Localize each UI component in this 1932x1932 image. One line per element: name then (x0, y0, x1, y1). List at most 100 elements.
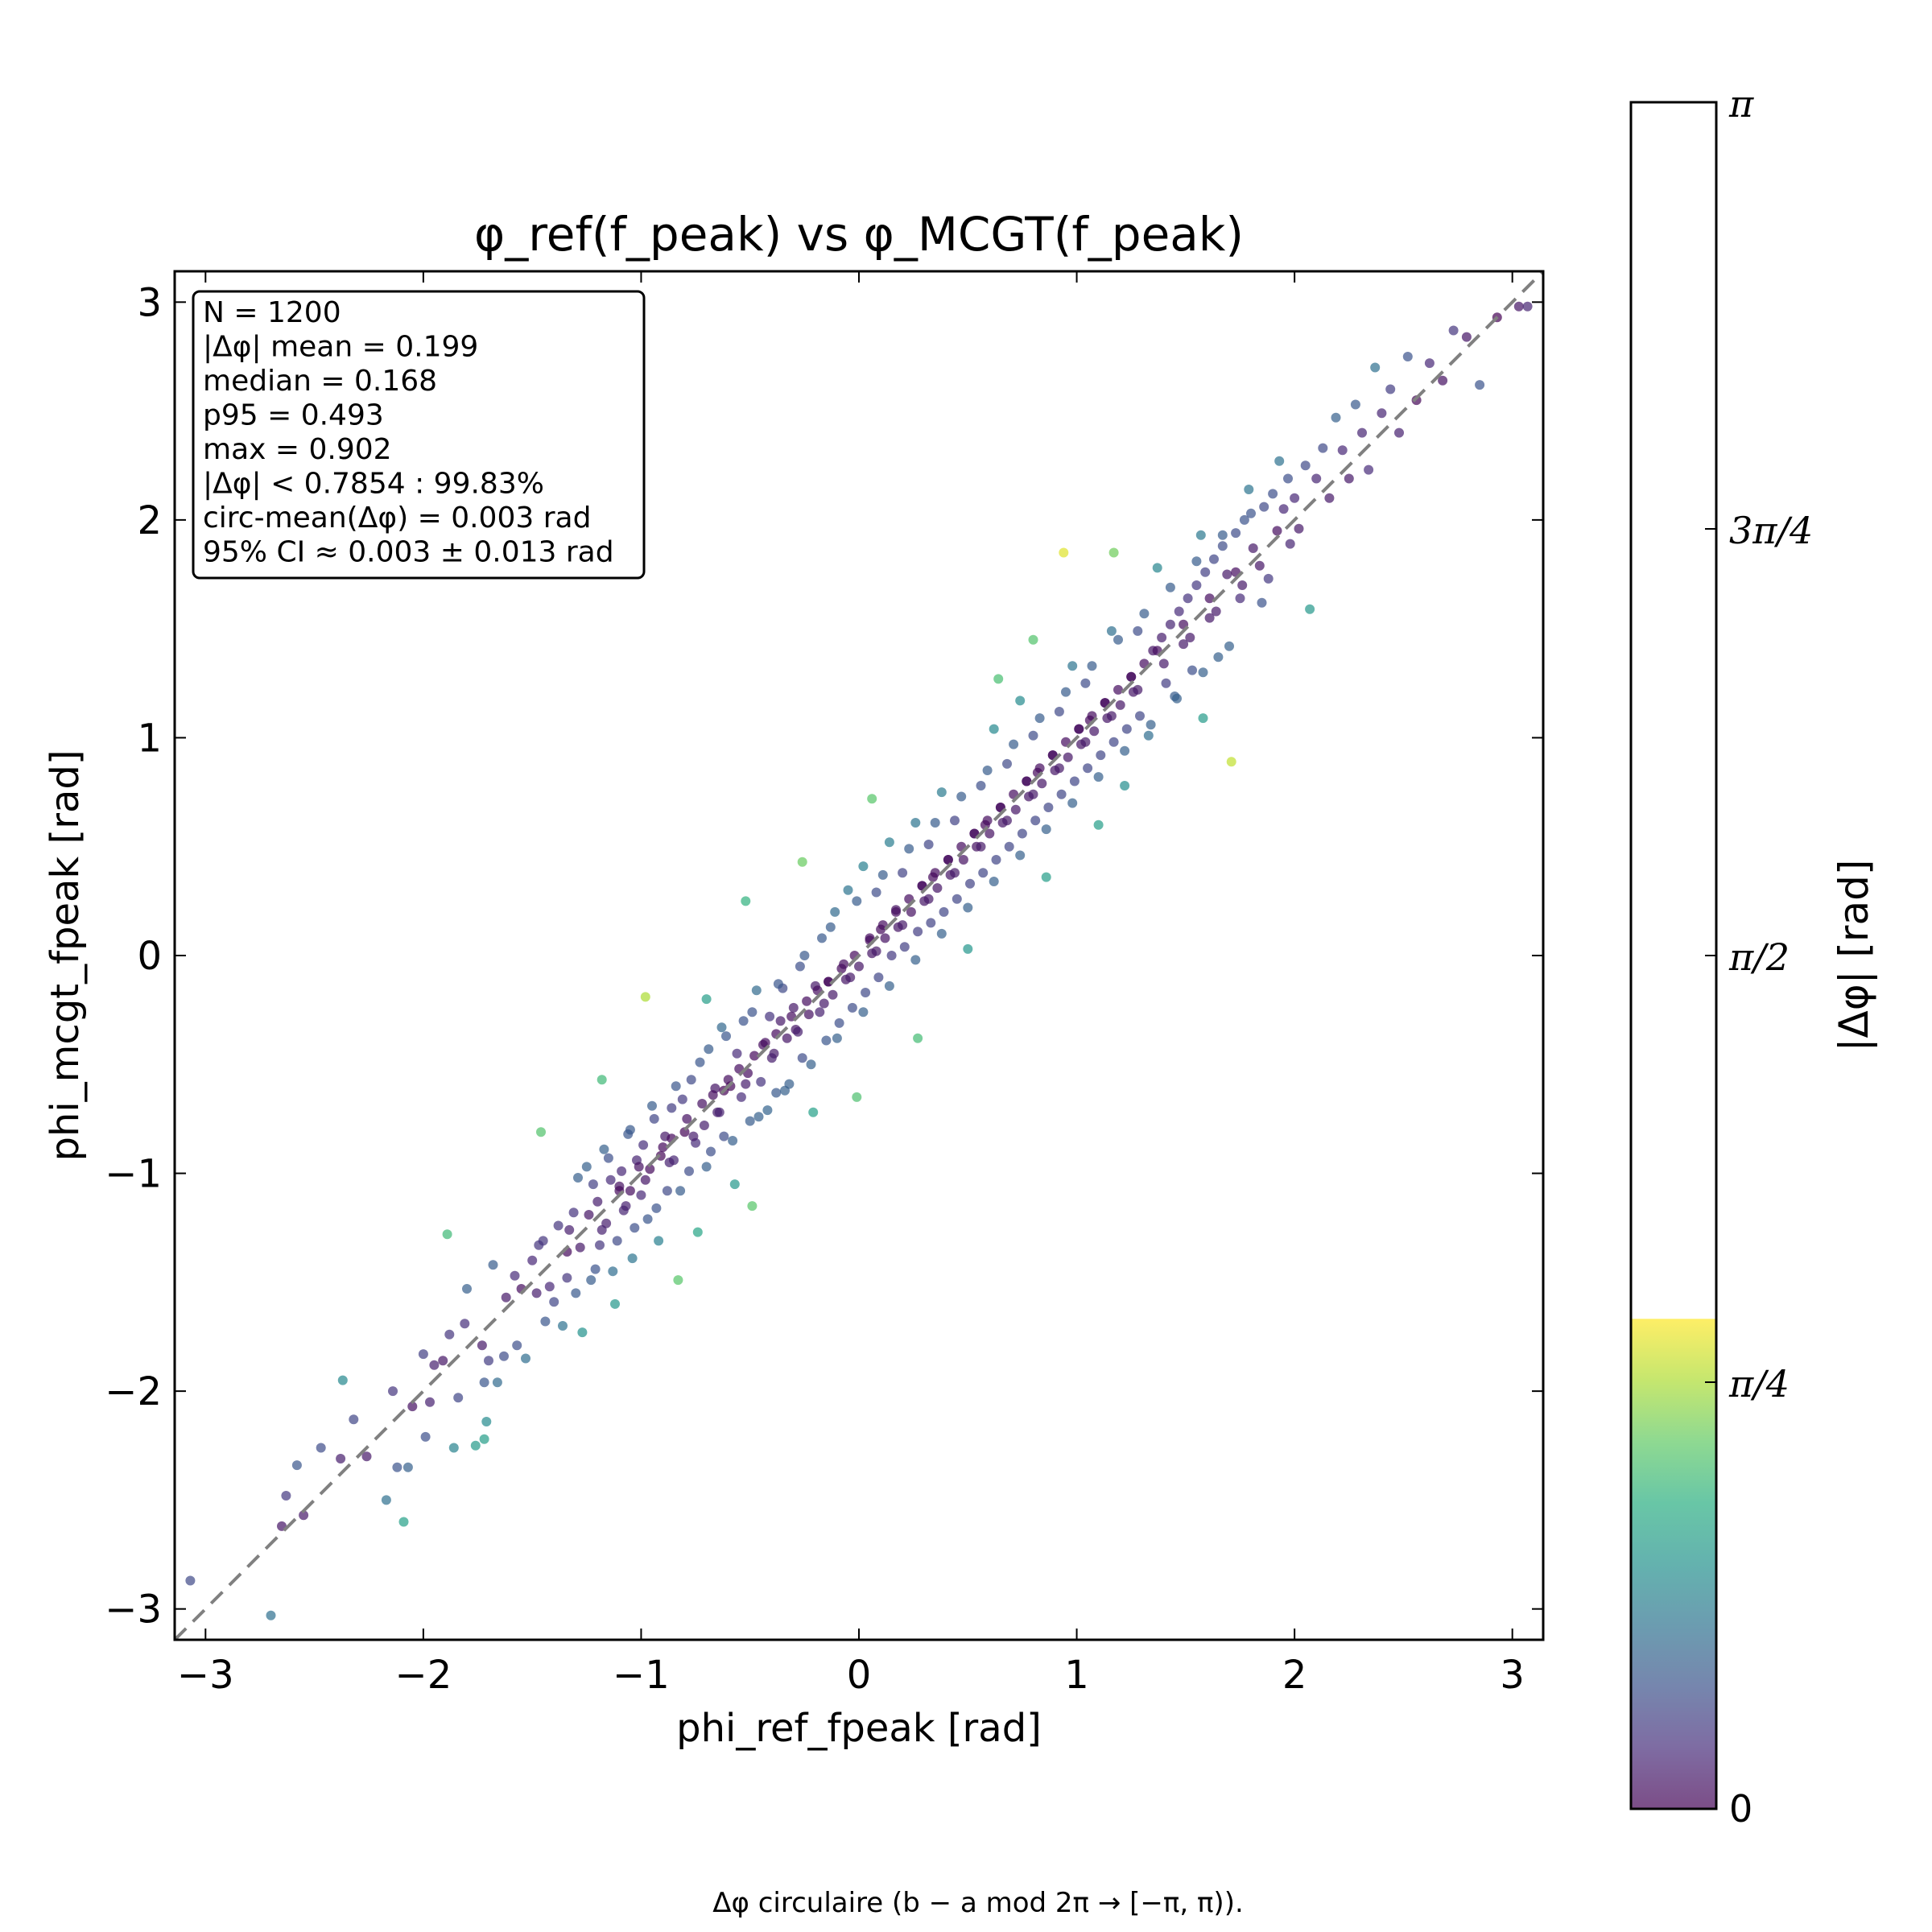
scatter-point (688, 1131, 699, 1141)
scatter-point (1187, 665, 1197, 675)
scatter-point (1093, 772, 1104, 782)
x-tick-label: 1 (1064, 1653, 1089, 1698)
scatter-point (462, 1284, 472, 1294)
scatter-point (936, 928, 947, 939)
scatter-point (704, 1044, 714, 1055)
scatter-point (858, 1007, 869, 1018)
scatter-point (407, 1402, 418, 1412)
scatter-point (852, 1092, 862, 1102)
scatter-point (1257, 597, 1267, 608)
scatter-point (1200, 567, 1211, 577)
scatter-point (880, 933, 890, 943)
scatter-point (501, 1292, 511, 1302)
scatter-point (630, 1223, 640, 1233)
scatter-point (1311, 473, 1322, 484)
scatter-point (871, 887, 881, 898)
scatter-point (1191, 580, 1202, 590)
scatter-point (898, 920, 908, 931)
scatter-point (1179, 639, 1189, 650)
scatter-point (1139, 609, 1150, 619)
scatter-point (1165, 582, 1175, 592)
scatter-point (993, 674, 1004, 684)
scatter-point (1211, 606, 1221, 617)
scatter-point (847, 1002, 857, 1013)
scatter-point (1087, 661, 1097, 671)
scatter-point (923, 894, 934, 904)
scatter-point (899, 942, 910, 952)
scatter-point (1172, 693, 1182, 704)
scatter-point (438, 1356, 448, 1366)
scatter-point (780, 1085, 790, 1096)
scatter-point (1120, 745, 1130, 756)
scatter-point (884, 980, 894, 991)
scatter-point (336, 1454, 346, 1463)
scatter-point (771, 1088, 782, 1098)
scatter-point (950, 815, 960, 826)
scatter-point (621, 1201, 631, 1212)
scatter-point (741, 1079, 751, 1089)
scatter-point (891, 906, 901, 917)
scatter-point (402, 1462, 413, 1472)
scatter-point (923, 840, 934, 849)
scatter-point (708, 1090, 718, 1100)
colorbar-tick-label: π (1728, 82, 1754, 126)
scatter-point (536, 1127, 546, 1137)
scatter-point (1030, 815, 1041, 826)
scatter-point (1133, 684, 1143, 695)
scatter-point (1370, 362, 1381, 373)
scatter-point (1209, 554, 1219, 564)
scatter-point (1331, 412, 1341, 423)
scatter-point (738, 1016, 749, 1026)
scatter-point (684, 1166, 694, 1176)
scatter-point (861, 988, 871, 997)
stats-line: max = 0.902 (203, 433, 392, 466)
colorbar-label: |Δφ| [rad] (1831, 860, 1877, 1052)
y-axis-label: phi_mcgt_fpeak [rad] (43, 749, 88, 1161)
y-tick-label: 3 (137, 280, 162, 325)
scatter-point (910, 955, 921, 965)
scatter-point (531, 1288, 542, 1298)
colorbar-ticks: 0 π/4 π/2 3π/4 π (1705, 82, 1813, 1831)
y-tick-label: 0 (137, 934, 162, 979)
scatter-point (1246, 508, 1256, 518)
colorbar-tick-label: π/2 (1728, 935, 1790, 979)
scatter-point (1133, 625, 1143, 636)
scatter-point (873, 972, 884, 983)
scatter-point (316, 1443, 326, 1453)
scatter-point (1034, 713, 1045, 724)
scatter-point (1063, 752, 1073, 762)
scatter-point (1305, 604, 1315, 614)
scatter-point (828, 989, 838, 1000)
scatter-point (1080, 678, 1091, 688)
scatter-point (573, 1173, 583, 1183)
scatter-point (766, 1053, 777, 1063)
scatter-point (299, 1510, 309, 1521)
scatter-point (830, 906, 840, 917)
scatter-point (1067, 798, 1078, 808)
scatter-point (745, 1116, 755, 1126)
scatter-point (649, 1113, 659, 1124)
scatter-point (1161, 678, 1171, 688)
scatter-point (1350, 399, 1360, 410)
footnote: Δφ circulaire (b − a mod 2π → [−π, π)). (712, 1887, 1244, 1919)
scatter-point (527, 1255, 538, 1265)
scatter-point (562, 1273, 572, 1283)
x-tick-label: −3 (177, 1653, 234, 1698)
scatter-point (664, 1158, 675, 1167)
scatter-point (512, 1340, 522, 1351)
scatter-point (950, 868, 960, 878)
scatter-point (605, 1174, 616, 1185)
scatter-point (884, 837, 894, 848)
scatter-point (1106, 711, 1117, 721)
scatter-point (906, 906, 916, 917)
scatter-point (756, 1076, 766, 1087)
scatter-point (815, 1007, 825, 1018)
scatter-point (985, 828, 995, 839)
scatter-point (802, 996, 812, 1006)
scatter-point (658, 1142, 668, 1153)
scatter-point (603, 1153, 613, 1163)
scatter-point (1115, 700, 1125, 710)
scatter-point (732, 1048, 742, 1059)
scatter-point (1158, 658, 1169, 669)
scatter-point (1106, 625, 1117, 636)
